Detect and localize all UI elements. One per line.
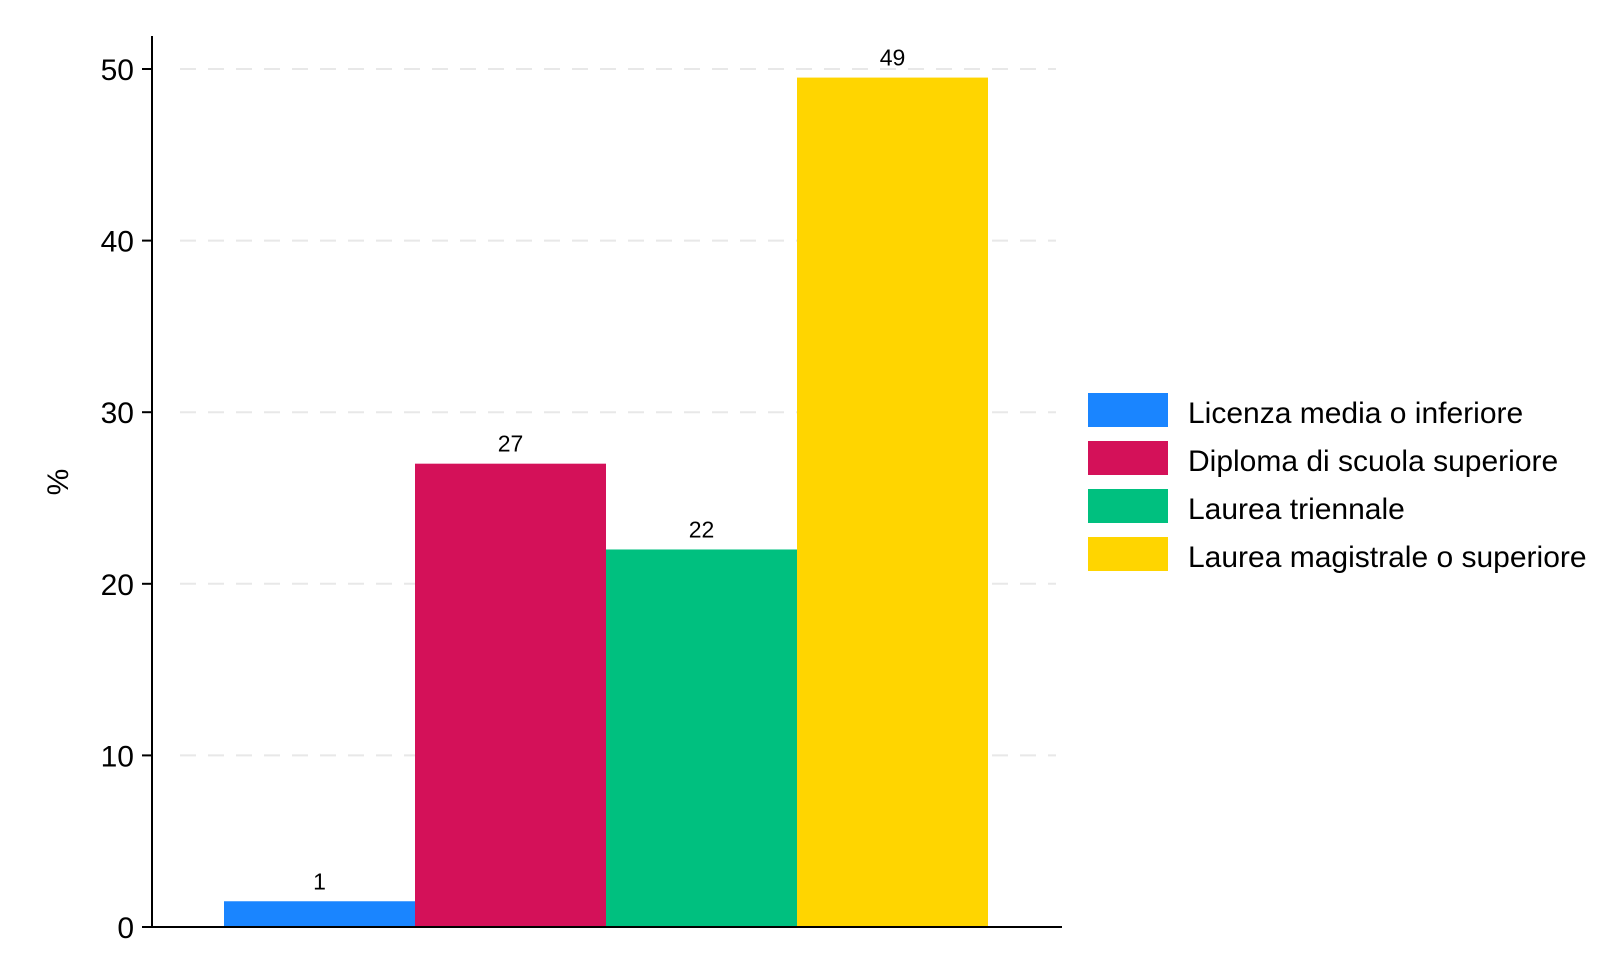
bar-3 <box>606 549 797 927</box>
legend-swatch-1 <box>1088 393 1168 427</box>
data-labels: 1 27 22 49 <box>313 45 905 895</box>
data-label-2: 27 <box>498 431 524 457</box>
legend-label-1: Licenza media o inferiore <box>1188 397 1523 430</box>
y-tick-label-50: 50 <box>101 54 134 87</box>
bar-4 <box>797 77 988 927</box>
y-tick-label-10: 10 <box>101 740 134 773</box>
y-tick-label-0: 0 <box>117 912 134 945</box>
y-tick-label-30: 30 <box>101 397 134 430</box>
bar-1 <box>224 901 415 927</box>
legend-swatch-3 <box>1088 489 1168 523</box>
data-label-4: 49 <box>880 45 906 71</box>
legend-label-2: Diploma di scuola superiore <box>1188 445 1558 478</box>
y-axis-title: % <box>42 469 75 496</box>
legend-label-4: Laurea magistrale o superiore <box>1188 541 1587 574</box>
legend-label-3: Laurea triennale <box>1188 493 1405 526</box>
legend-swatch-2 <box>1088 441 1168 475</box>
legend: Licenza media o inferiore Diploma di scuo… <box>1088 393 1587 574</box>
y-tick-label-40: 40 <box>101 226 134 259</box>
y-axis: 0 10 20 30 40 50 <box>101 36 1062 945</box>
data-label-1: 1 <box>313 868 326 894</box>
legend-swatch-4 <box>1088 537 1168 571</box>
y-tick-label-20: 20 <box>101 569 134 602</box>
data-label-3: 22 <box>689 516 715 542</box>
bars <box>224 77 988 927</box>
bar-2 <box>415 463 606 927</box>
